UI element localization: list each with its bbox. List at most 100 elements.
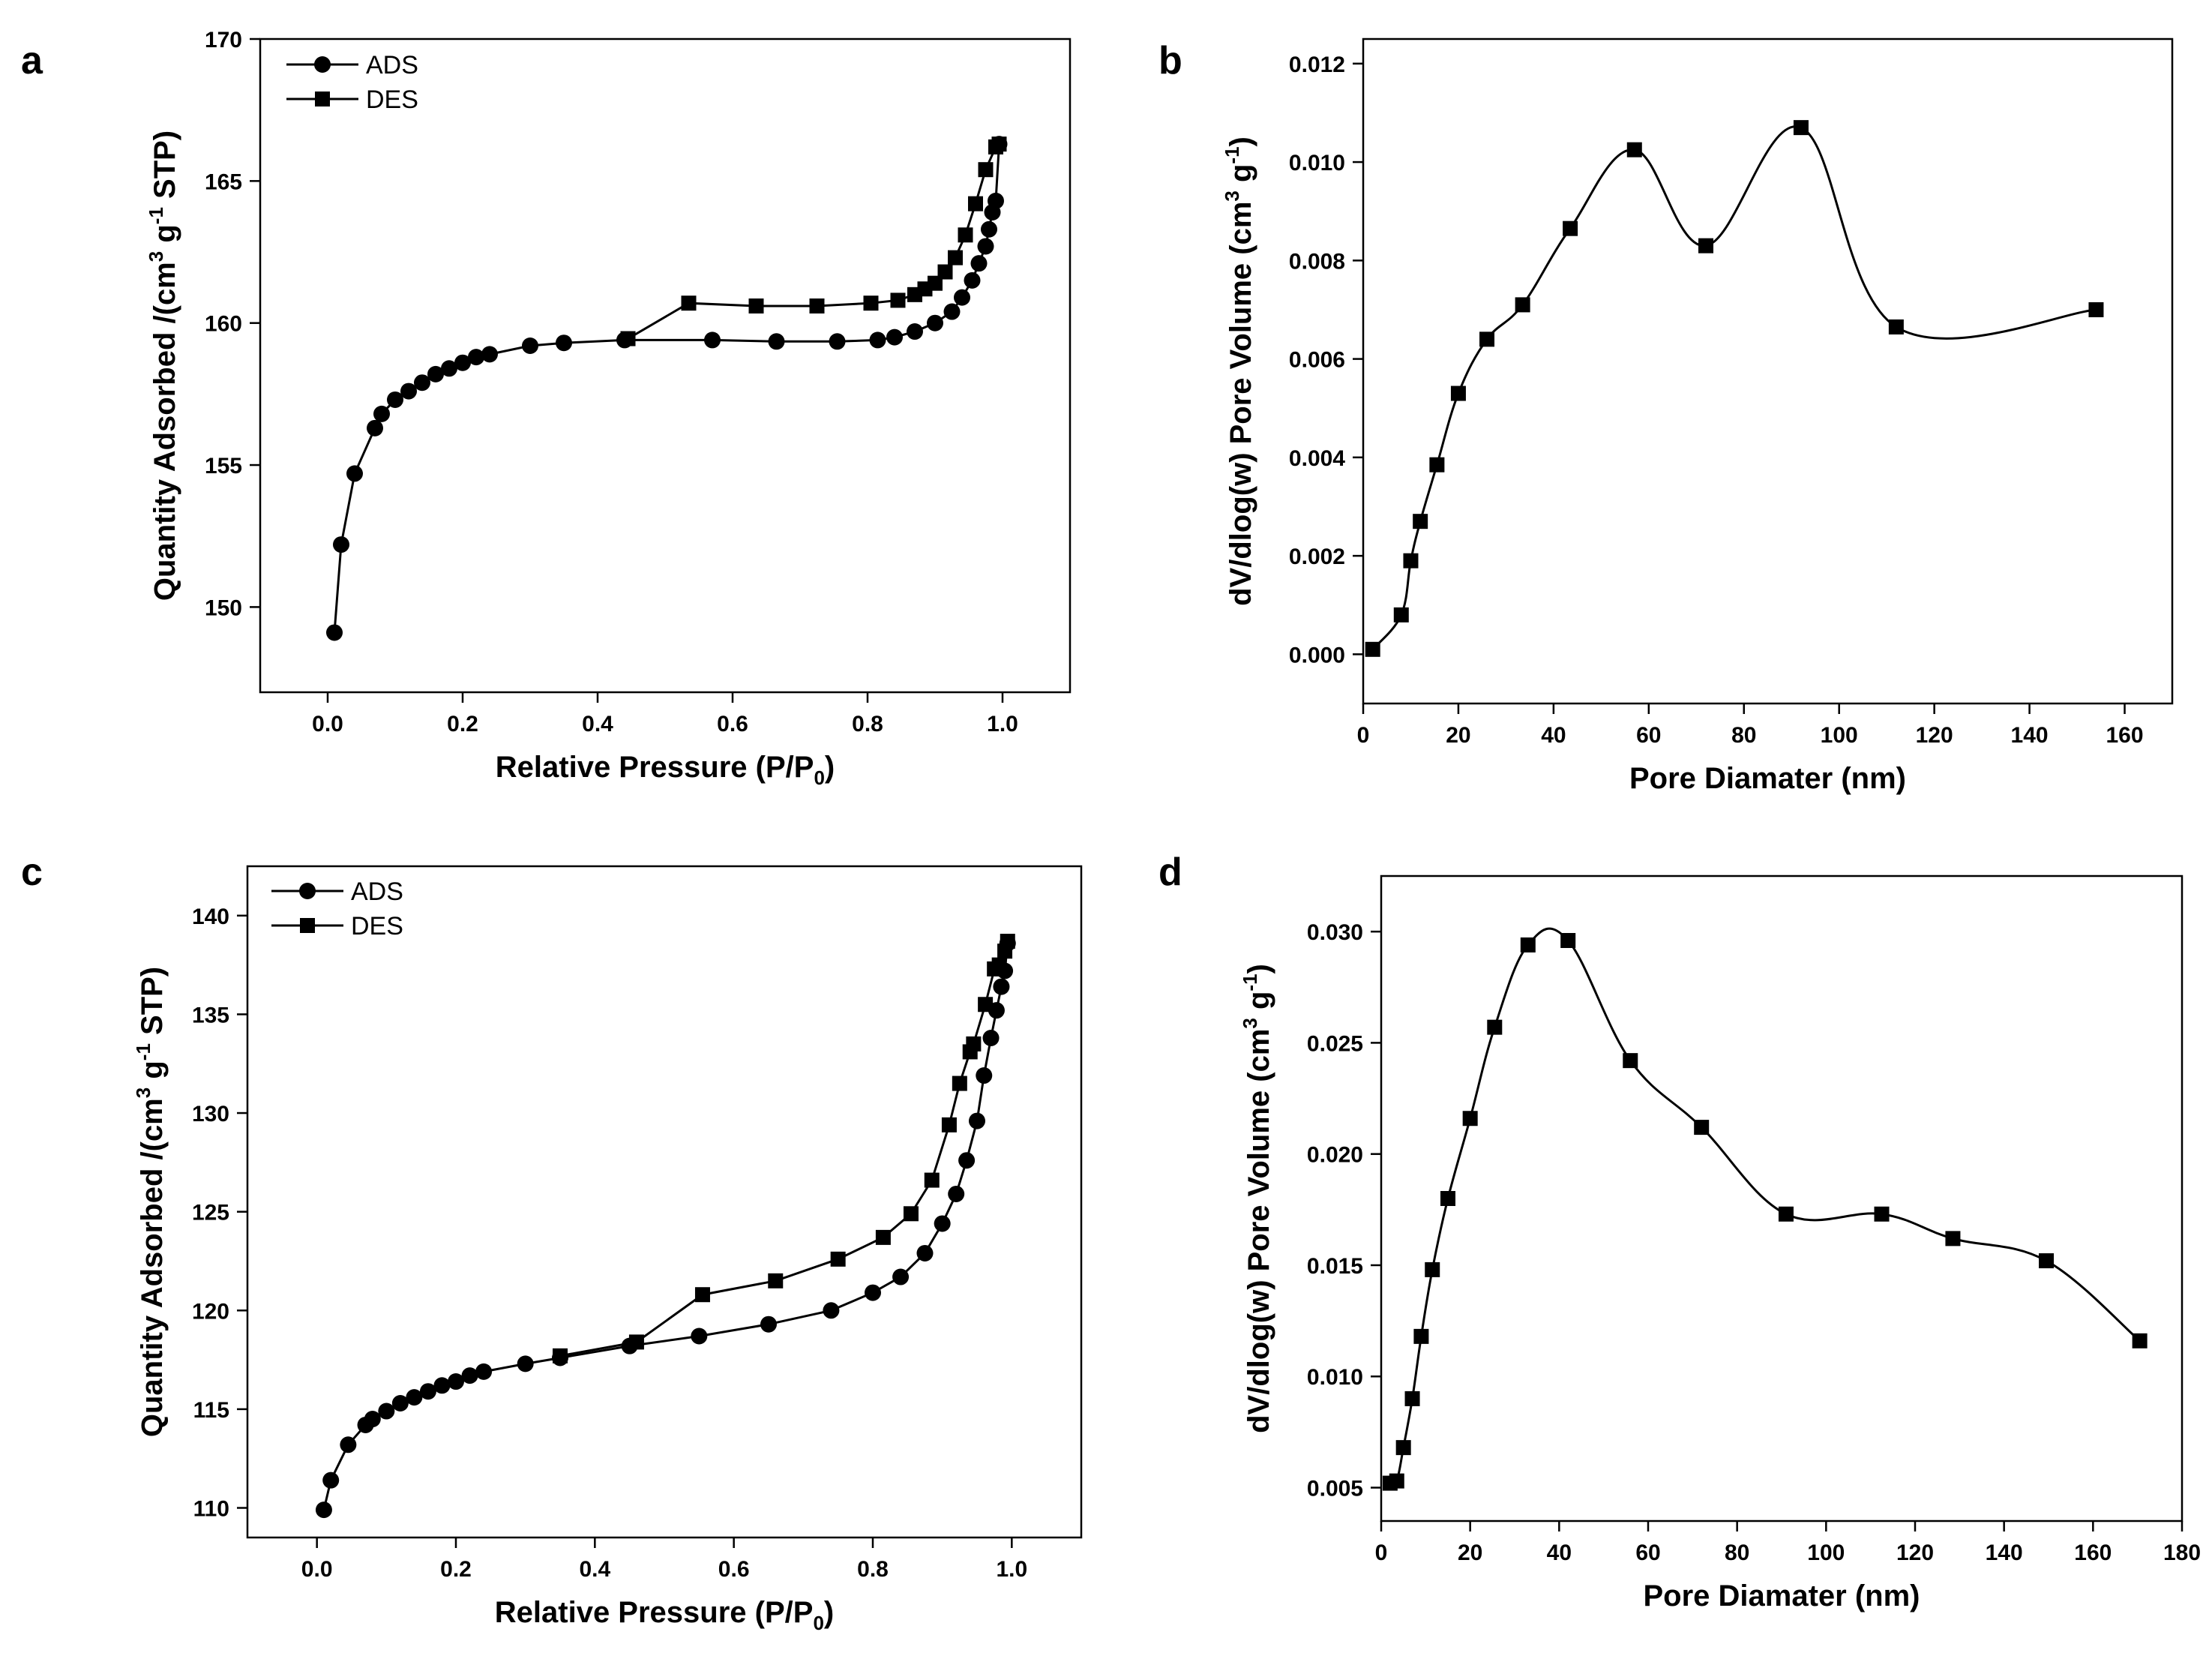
data-point — [387, 391, 403, 408]
data-point — [414, 374, 430, 392]
y-axis-title: dV/dlog(w) Pore Volume (cm3 g-1) — [1221, 136, 1257, 606]
y-tick-label: 170 — [205, 28, 242, 52]
data-point — [924, 1172, 940, 1188]
x-tick-label: 0.0 — [312, 712, 343, 736]
data-point — [978, 162, 994, 178]
data-point — [829, 333, 846, 350]
data-point — [1413, 514, 1428, 530]
data-point — [419, 1383, 436, 1400]
x-axis-title: Relative Pressure (P/P0) — [495, 1596, 834, 1634]
legend: ADS DES — [271, 878, 403, 940]
data-point — [1403, 553, 1419, 568]
y-tick-label: 130 — [192, 1102, 229, 1126]
data-point — [865, 1284, 881, 1301]
data-point — [364, 1411, 381, 1428]
data-point — [378, 1402, 395, 1420]
data-point — [475, 1363, 493, 1380]
data-point — [346, 465, 363, 482]
y-tick-label: 0.000 — [1289, 643, 1345, 668]
y-tick-label: 160 — [205, 312, 242, 337]
data-point — [481, 346, 498, 363]
axis-title-subscript: 0 — [813, 1612, 823, 1634]
x-tick-label: 140 — [1986, 1540, 2023, 1565]
data-point — [958, 227, 973, 243]
data-point — [1393, 607, 1409, 622]
axis-title-superscript: 3 — [1239, 1018, 1261, 1028]
data-point — [461, 1367, 478, 1384]
y-tick-label: 125 — [192, 1201, 229, 1226]
axis-title-subscript: 0 — [814, 766, 824, 789]
data-point — [1778, 1206, 1794, 1222]
x-tick-label: 0.6 — [717, 712, 748, 736]
data-point — [448, 1373, 464, 1390]
data-point — [2039, 1253, 2055, 1269]
data-point — [886, 328, 903, 346]
series-ads — [315, 934, 1016, 1519]
axis-title-part: Quantity Adsorbed /(cm — [136, 1098, 169, 1437]
data-point — [1395, 1440, 1411, 1456]
data-point — [441, 360, 457, 377]
series-pore-size-distribution — [1382, 927, 2148, 1491]
data-point — [2132, 1333, 2148, 1348]
data-point — [981, 220, 997, 238]
data-point — [993, 978, 1010, 995]
series-pore-size-distribution — [1365, 120, 2104, 657]
data-point — [968, 196, 983, 212]
series-line — [1389, 927, 2141, 1486]
x-tick-label: 0.8 — [852, 712, 883, 736]
x-tick-label: 0.6 — [718, 1557, 750, 1582]
data-point — [1479, 332, 1495, 347]
data-point — [941, 1117, 957, 1132]
series-line — [559, 940, 1009, 1358]
y-tick-label: 0.010 — [1289, 151, 1345, 176]
series-des — [620, 136, 1007, 346]
data-point — [1520, 937, 1536, 952]
x-tick-label: 0.4 — [579, 1557, 610, 1582]
data-point — [997, 944, 1013, 959]
data-point — [333, 536, 349, 554]
data-point — [326, 624, 343, 641]
chart-panel-b: b 0 20 40 60 80 100 120 140 160 0.000 0.002 0.004 0.0… — [1158, 38, 2174, 795]
legend-marker — [299, 883, 316, 899]
x-tick-label: 0 — [1357, 723, 1370, 748]
chart-panel-d: d 0 20 40 60 80 100 120 140 160 180 0.005 0.010 0.015… — [1158, 850, 2201, 1612]
x-tick-label: 140 — [2011, 723, 2049, 748]
y-tick-label: 0.012 — [1289, 52, 1345, 77]
data-point — [970, 255, 988, 272]
data-point — [620, 331, 636, 346]
data-point — [988, 192, 1004, 209]
data-point — [1945, 1231, 1961, 1246]
x-axis-title: Pore Diamater (nm) — [1629, 762, 1906, 795]
data-point — [2088, 302, 2104, 317]
data-point — [943, 303, 961, 320]
data-point — [322, 1472, 340, 1489]
data-point — [952, 1076, 967, 1091]
data-point — [892, 1268, 910, 1286]
y-tick-label: 135 — [192, 1003, 229, 1028]
data-point — [948, 1185, 965, 1202]
data-point — [988, 139, 1003, 154]
data-point — [830, 1251, 846, 1267]
series-line — [1371, 125, 2097, 650]
data-point — [1698, 238, 1713, 254]
axis-title-part: Relative Pressure (P/P — [495, 1596, 814, 1629]
x-tick-label: 160 — [2106, 723, 2143, 748]
axis-title-part: dV/dlog(w) Pore Volume (cm — [1242, 1029, 1275, 1433]
x-tick-label: 40 — [1541, 723, 1566, 748]
x-tick-label: 60 — [1635, 1540, 1660, 1565]
axis-title-part: Quantity Adsorbed /(cm — [148, 262, 181, 601]
data-point — [1874, 1206, 1890, 1222]
data-point — [869, 332, 886, 349]
y-tick-label: 0.005 — [1307, 1477, 1363, 1502]
data-point — [1462, 1111, 1478, 1126]
data-point — [1694, 1120, 1710, 1136]
y-tick-label: 0.015 — [1307, 1254, 1363, 1279]
data-point — [1413, 1328, 1429, 1344]
plot-frame — [1380, 874, 2184, 1522]
y-tick-label: 0.006 — [1289, 348, 1345, 373]
axis-title-superscript: 3 — [132, 1088, 154, 1098]
y-tick-label: 165 — [205, 170, 242, 194]
axis-title-part: g — [1224, 164, 1257, 191]
plot-frame — [1362, 38, 2174, 705]
legend-marker — [314, 56, 331, 73]
